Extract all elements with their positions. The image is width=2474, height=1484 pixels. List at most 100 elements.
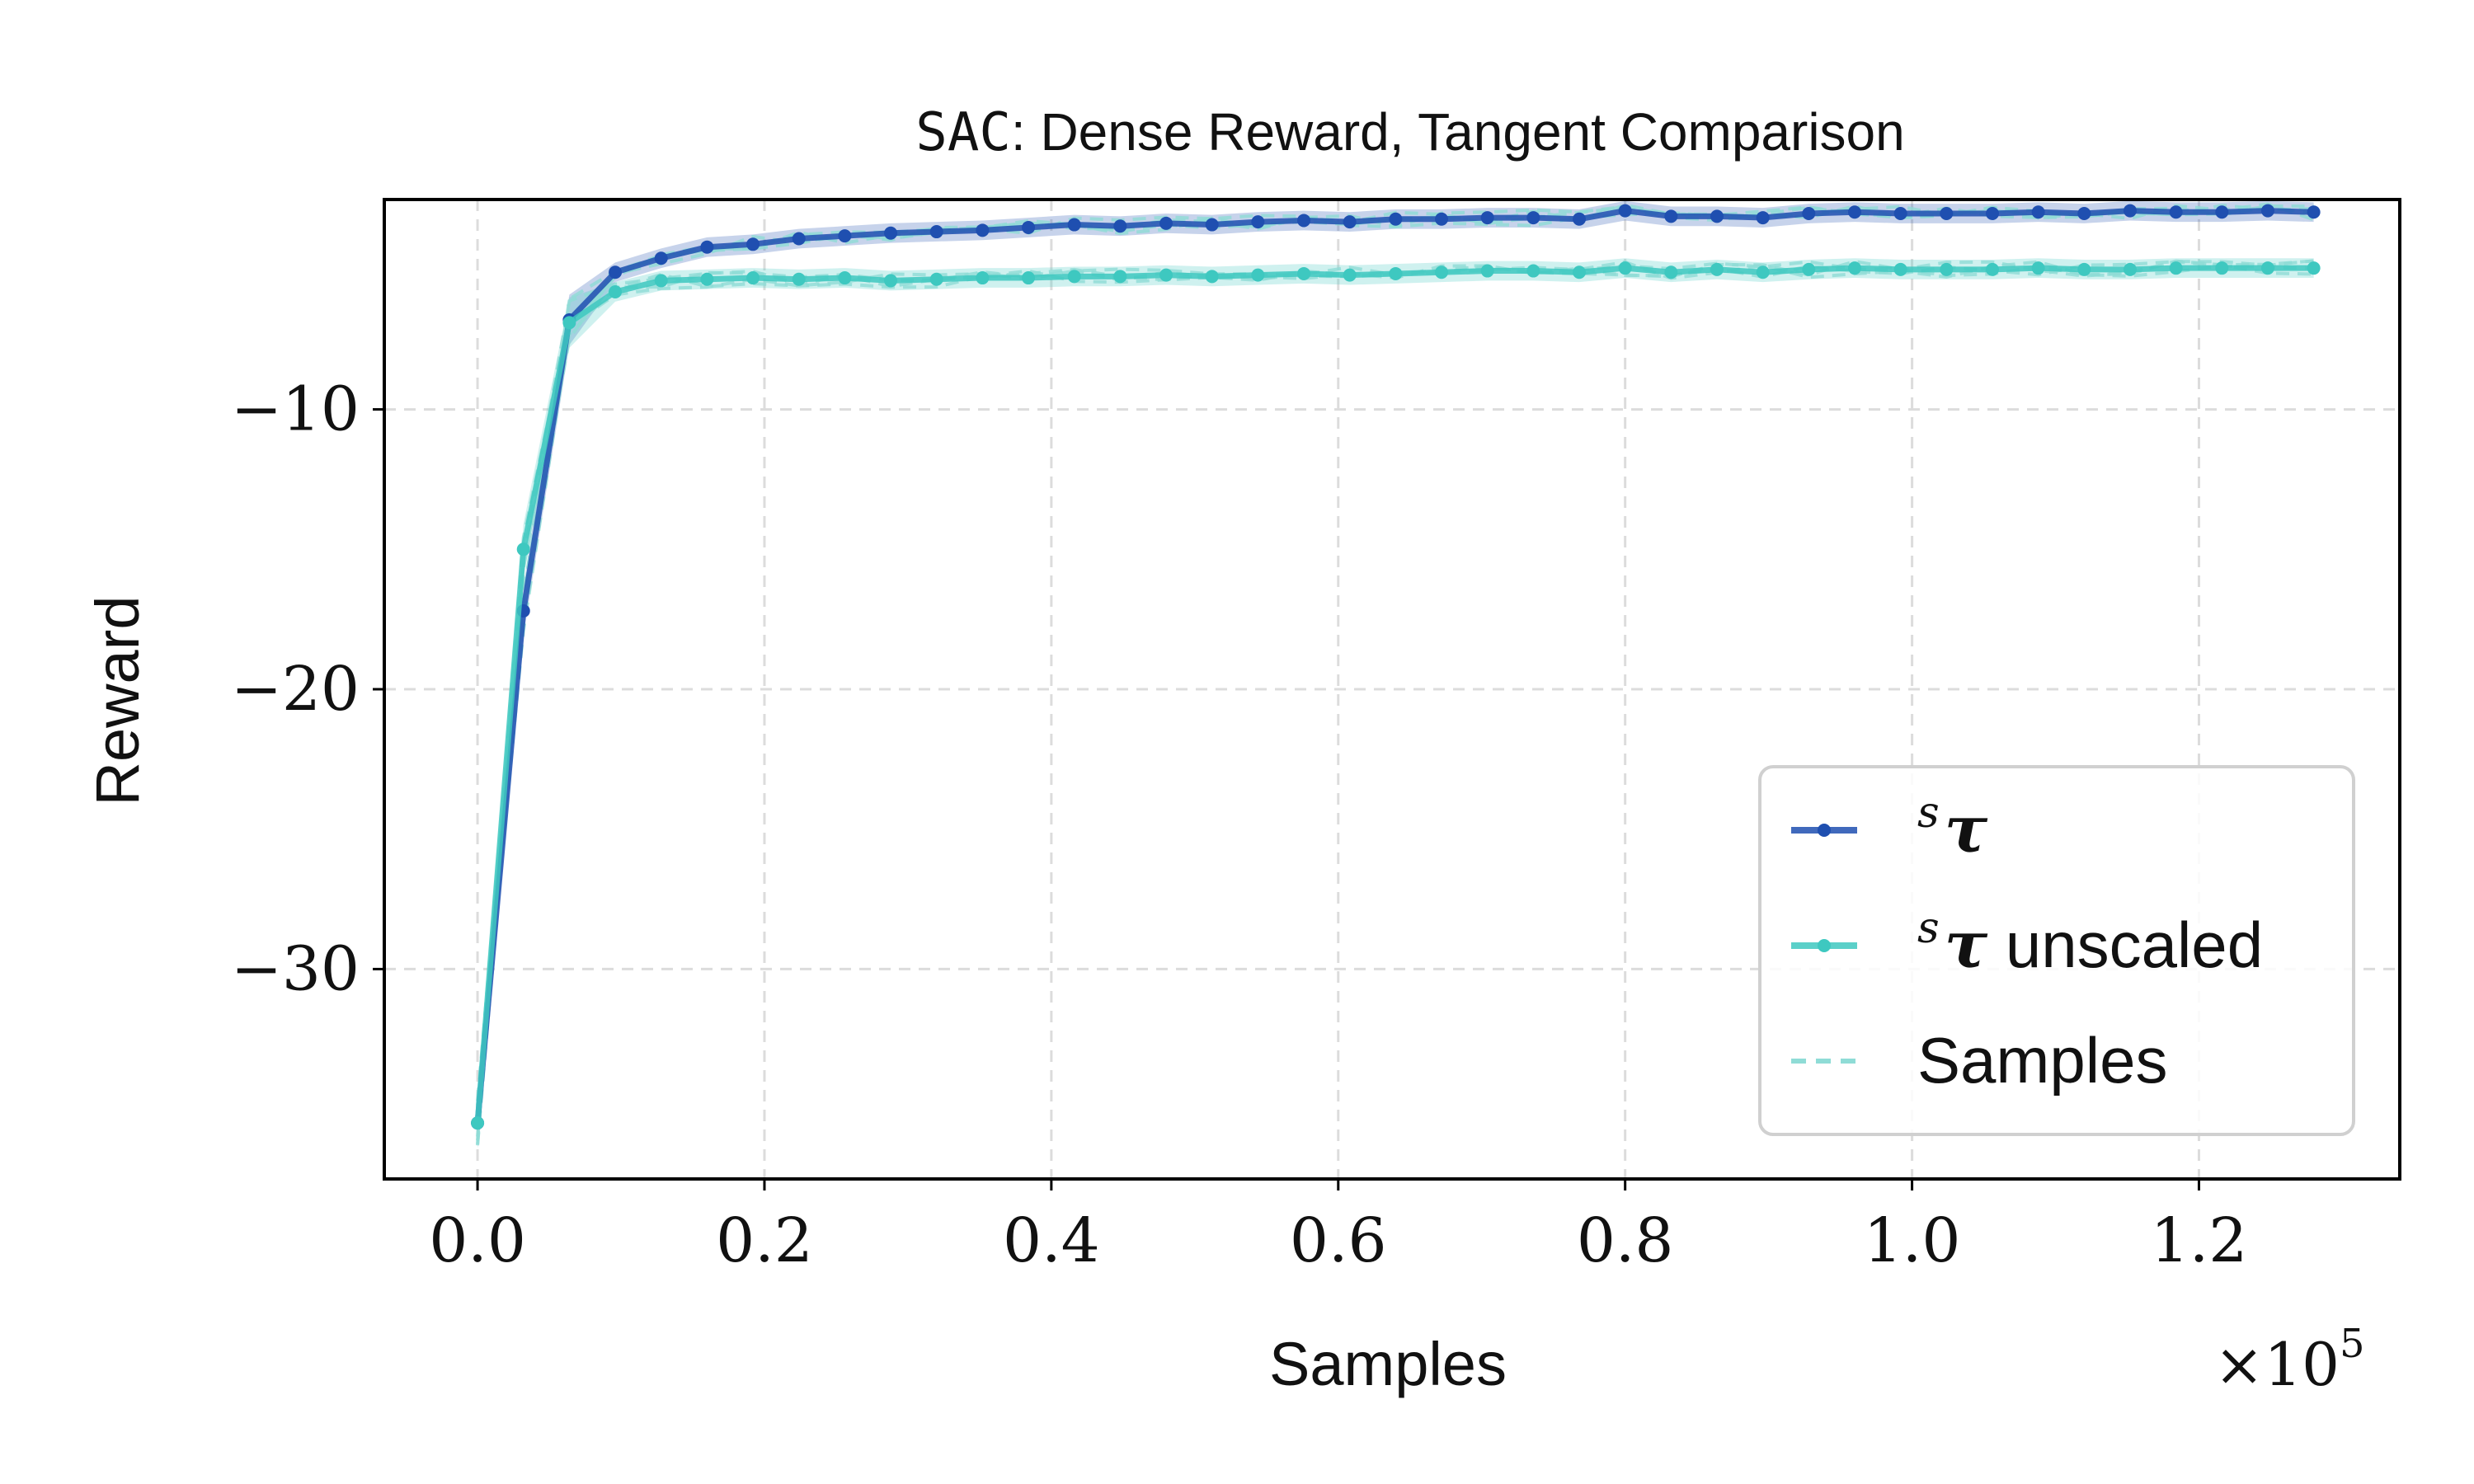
point-tau bbox=[1343, 215, 1357, 229]
point-tau bbox=[1159, 216, 1174, 230]
point-unscaled bbox=[1389, 266, 1403, 280]
point-unscaled bbox=[1710, 262, 1724, 276]
point-unscaled bbox=[1067, 270, 1081, 284]
point-unscaled bbox=[654, 274, 668, 288]
legend-label-tau-main: τ bbox=[1945, 792, 1988, 867]
y-tick-label: −30 bbox=[231, 933, 360, 1004]
chart-title-prefix: SAC bbox=[915, 102, 1011, 163]
point-tau bbox=[1802, 206, 1816, 220]
point-unscaled bbox=[2123, 262, 2137, 276]
sample-line-tau bbox=[476, 203, 2314, 1146]
point-unscaled bbox=[562, 316, 576, 330]
point-tau bbox=[838, 229, 852, 243]
point-unscaled bbox=[516, 542, 530, 556]
point-unscaled bbox=[1664, 265, 1678, 279]
point-unscaled bbox=[929, 272, 943, 286]
x-tick-label: 0.2 bbox=[716, 1205, 813, 1276]
point-tau bbox=[792, 232, 806, 246]
point-tau bbox=[1067, 218, 1081, 232]
point-tau bbox=[609, 265, 623, 279]
x-tick-label: 0.6 bbox=[1290, 1205, 1387, 1276]
point-unscaled bbox=[746, 271, 760, 285]
legend-label-tau: sτ bbox=[1917, 788, 1988, 867]
point-tau bbox=[1940, 206, 1954, 220]
legend-entry-tau: sτ bbox=[1791, 788, 1988, 867]
point-tau bbox=[1297, 214, 1311, 228]
point-unscaled bbox=[1113, 270, 1127, 284]
point-unscaled bbox=[792, 272, 806, 286]
legend-entry-samples: Samples bbox=[1791, 1024, 2167, 1097]
point-unscaled bbox=[884, 274, 898, 288]
point-tau bbox=[1847, 205, 1861, 219]
point-tau bbox=[1205, 218, 1219, 232]
point-tau bbox=[1022, 220, 1036, 234]
legend-label-unscaled: sτ unscaled bbox=[1917, 904, 2263, 983]
legend-entry-unscaled: sτ unscaled bbox=[1791, 904, 2263, 983]
point-tau bbox=[1389, 212, 1403, 226]
legend-marker-tau bbox=[1818, 824, 1831, 837]
point-tau bbox=[1435, 212, 1449, 226]
x-tick-label: 0.4 bbox=[1003, 1205, 1100, 1276]
point-tau bbox=[1526, 211, 1540, 225]
point-unscaled bbox=[1893, 262, 1907, 276]
point-tau bbox=[1480, 211, 1494, 225]
y-tick-label: −10 bbox=[231, 374, 360, 445]
legend-label-unscaled-sup: s bbox=[1917, 904, 1940, 953]
chart-title: SAC: Dense Reward, Tangent Comparison bbox=[915, 102, 1904, 163]
point-tau bbox=[2215, 205, 2229, 219]
point-tau bbox=[1618, 204, 1632, 218]
point-tau bbox=[2123, 204, 2137, 218]
legend-frame bbox=[1758, 765, 2355, 1136]
point-unscaled bbox=[1618, 261, 1632, 275]
legend-label-unscaled-suffix: unscaled bbox=[1987, 909, 2263, 981]
point-tau bbox=[976, 223, 990, 237]
point-tau bbox=[1756, 211, 1770, 225]
point-tau bbox=[2307, 205, 2321, 219]
point-tau bbox=[1710, 209, 1724, 223]
point-unscaled bbox=[1480, 264, 1494, 278]
x-offset-exponent: 5 bbox=[2340, 1321, 2365, 1367]
legend-label-samples: Samples bbox=[1917, 1024, 2167, 1097]
point-tau bbox=[2031, 205, 2045, 219]
point-unscaled bbox=[1756, 265, 1770, 279]
point-unscaled bbox=[1573, 265, 1587, 279]
point-unscaled bbox=[1802, 262, 1816, 276]
point-tau bbox=[2260, 204, 2274, 218]
point-tau bbox=[1985, 206, 1999, 220]
legend-label-tau-sup: s bbox=[1917, 788, 1940, 838]
point-unscaled bbox=[838, 271, 852, 285]
point-tau bbox=[1664, 209, 1678, 223]
axis-ticks: 0.0 0.2 0.4 0.6 0.8 1.0 1.2 −10 −20 −30 bbox=[231, 374, 2247, 1276]
point-unscaled bbox=[1251, 268, 1265, 282]
point-tau bbox=[884, 226, 898, 240]
y-axis-label: Reward bbox=[83, 596, 152, 806]
point-tau bbox=[746, 237, 760, 251]
point-unscaled bbox=[2031, 261, 2045, 275]
point-unscaled bbox=[2260, 261, 2274, 275]
point-unscaled bbox=[609, 285, 623, 299]
point-unscaled bbox=[1343, 268, 1357, 282]
point-unscaled bbox=[471, 1116, 485, 1130]
y-tick-label: −20 bbox=[231, 654, 360, 725]
series-lines bbox=[471, 204, 2321, 1130]
point-tau bbox=[2169, 205, 2183, 219]
x-offset-text: ×105 bbox=[2214, 1321, 2365, 1399]
point-unscaled bbox=[1847, 261, 1861, 275]
sample-line-tau bbox=[476, 204, 2314, 1106]
x-offset-base: ×10 bbox=[2214, 1330, 2340, 1399]
point-unscaled bbox=[2215, 261, 2229, 275]
x-tick-label: 1.2 bbox=[2151, 1205, 2248, 1276]
legend: sτ sτ unscaled Samples bbox=[1758, 765, 2355, 1136]
point-tau bbox=[1251, 215, 1265, 229]
point-tau bbox=[700, 240, 714, 254]
point-tau bbox=[1893, 206, 1907, 220]
point-tau bbox=[1113, 219, 1127, 233]
chart-title-rest: : Dense Reward, Tangent Comparison bbox=[1011, 102, 1905, 162]
legend-marker-unscaled bbox=[1818, 939, 1831, 952]
point-unscaled bbox=[1985, 262, 1999, 276]
point-unscaled bbox=[976, 271, 990, 285]
point-tau bbox=[929, 225, 943, 239]
x-tick-label: 0.8 bbox=[1577, 1205, 1674, 1276]
point-unscaled bbox=[1940, 262, 1954, 276]
